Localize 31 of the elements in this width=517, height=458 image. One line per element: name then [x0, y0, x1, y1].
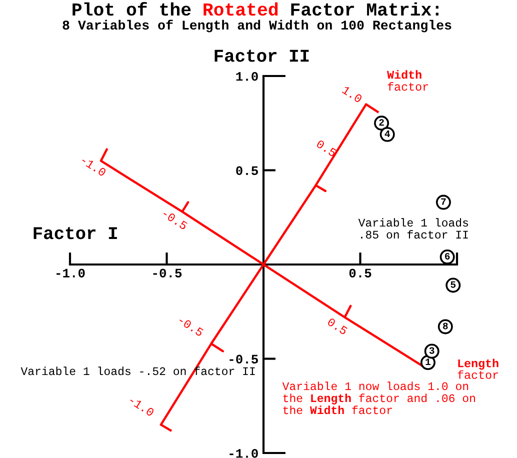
x-tick-label: 0.5	[349, 268, 372, 278]
annotation: 7	[441, 198, 446, 205]
x-tick-label: -0.5	[153, 268, 182, 278]
annotation: 4	[384, 130, 390, 137]
annotation: -1.0	[128, 396, 155, 417]
x-axis-title: Factor I	[34, 227, 117, 240]
annotation: 2	[379, 119, 384, 126]
annotation: 8	[442, 322, 448, 330]
annotation: -0.5	[178, 316, 204, 337]
annotation: Variable 1 loads .85 on factor II	[358, 218, 468, 239]
y-tick-label: -1.0	[230, 449, 258, 458]
annotation: -0.5	[162, 209, 188, 230]
y-axis-title: Factor II	[214, 50, 309, 62]
text: Length factor	[458, 358, 498, 379]
annotation: 6	[445, 252, 450, 260]
y-tick-label: 0.5	[236, 166, 258, 176]
chart-title: Plot of the Rotated Factor Matrix:	[72, 2, 438, 16]
annotation: 1.0	[342, 86, 363, 104]
annotation: 1	[426, 358, 430, 366]
y-tick-label: 1.0	[236, 72, 258, 81]
annotation: 0.5	[326, 318, 348, 336]
chart-subtitle: 8 Variables of Length and Width on 100 Rectangles	[62, 20, 452, 32]
series-label: Width factor	[387, 70, 428, 91]
y-tick-label: -0.5	[230, 354, 258, 364]
text: Variable 1 now loads 1.0 on the Length factor and .06 on the Width factor	[282, 382, 475, 414]
annotation: Variable 1 loads -.52 on factor II	[20, 366, 255, 376]
annotation: 3	[429, 347, 434, 354]
annotation: 0.5	[316, 140, 337, 158]
annotation: 5	[450, 281, 456, 288]
x-tick-label: -1.0	[56, 268, 85, 278]
annotation: -1.0	[80, 156, 107, 177]
